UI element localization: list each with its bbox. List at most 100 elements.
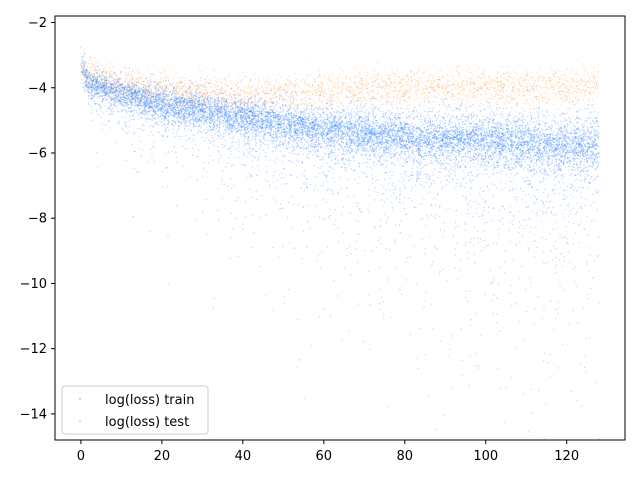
train-point bbox=[482, 115, 484, 117]
train-point bbox=[468, 290, 471, 293]
train-point bbox=[483, 139, 485, 141]
train-point bbox=[496, 153, 498, 156]
train-point bbox=[151, 114, 153, 117]
train-point bbox=[350, 142, 352, 144]
train-point bbox=[276, 158, 278, 160]
train-point bbox=[171, 109, 174, 112]
train-point bbox=[492, 312, 494, 315]
train-point bbox=[424, 354, 427, 356]
train-point bbox=[560, 156, 562, 158]
train-point bbox=[301, 119, 303, 122]
train-point bbox=[357, 261, 359, 264]
train-point bbox=[490, 165, 492, 168]
train-point bbox=[185, 124, 187, 127]
train-point bbox=[117, 101, 119, 103]
train-point bbox=[410, 174, 412, 176]
train-point bbox=[122, 129, 125, 131]
train-point bbox=[338, 138, 340, 140]
train-point bbox=[217, 149, 219, 152]
train-point bbox=[378, 142, 380, 144]
train-point bbox=[552, 132, 554, 134]
train-point bbox=[307, 139, 309, 141]
train-point bbox=[232, 228, 234, 230]
train-point bbox=[394, 185, 396, 187]
train-point bbox=[201, 136, 204, 138]
train-point bbox=[154, 124, 156, 126]
train-point bbox=[238, 144, 240, 146]
train-point bbox=[85, 80, 88, 83]
train-point bbox=[445, 209, 448, 211]
train-point bbox=[483, 119, 486, 121]
train-point bbox=[445, 157, 448, 159]
train-point bbox=[275, 145, 278, 147]
train-point bbox=[243, 137, 245, 140]
train-point bbox=[251, 114, 253, 117]
train-point bbox=[328, 144, 330, 147]
train-point bbox=[597, 235, 600, 238]
train-point bbox=[355, 151, 358, 153]
train-point bbox=[334, 115, 336, 118]
train-point bbox=[83, 83, 85, 85]
train-point bbox=[493, 184, 496, 186]
train-point bbox=[525, 194, 527, 196]
train-point bbox=[564, 125, 566, 128]
train-point bbox=[96, 77, 99, 79]
train-point bbox=[592, 193, 594, 196]
train-point bbox=[222, 125, 225, 128]
train-point bbox=[144, 117, 146, 120]
train-point bbox=[288, 105, 290, 107]
train-point bbox=[139, 102, 141, 104]
train-point bbox=[110, 98, 112, 100]
train-point bbox=[392, 182, 394, 184]
train-point bbox=[484, 163, 486, 166]
train-point bbox=[328, 128, 330, 130]
train-point bbox=[398, 198, 401, 200]
train-point bbox=[376, 136, 378, 139]
train-point bbox=[192, 140, 194, 142]
train-point bbox=[343, 110, 345, 113]
train-point bbox=[328, 139, 330, 141]
train-point bbox=[182, 100, 185, 102]
train-point bbox=[559, 146, 562, 148]
train-point bbox=[262, 142, 264, 145]
train-point bbox=[237, 114, 240, 116]
train-point bbox=[248, 110, 251, 112]
train-point bbox=[469, 147, 471, 149]
train-point bbox=[417, 161, 419, 163]
train-point bbox=[491, 111, 493, 113]
train-point bbox=[538, 158, 541, 160]
train-point bbox=[576, 167, 578, 169]
train-point bbox=[330, 132, 332, 135]
train-point bbox=[595, 131, 597, 133]
train-point bbox=[517, 144, 519, 147]
train-point bbox=[424, 149, 427, 151]
train-point bbox=[184, 148, 186, 150]
train-point bbox=[585, 338, 588, 340]
train-point bbox=[577, 132, 580, 134]
train-point bbox=[354, 201, 357, 204]
train-point bbox=[555, 164, 558, 166]
train-point bbox=[410, 136, 412, 138]
train-point bbox=[89, 85, 92, 88]
train-point bbox=[307, 153, 309, 155]
train-point bbox=[394, 154, 396, 156]
train-point bbox=[272, 150, 274, 153]
train-point bbox=[240, 80, 243, 83]
train-point bbox=[446, 149, 448, 152]
train-point bbox=[244, 143, 246, 145]
train-point bbox=[468, 129, 471, 131]
train-point bbox=[581, 187, 583, 189]
train-point bbox=[193, 109, 195, 111]
train-point bbox=[336, 141, 338, 143]
train-point bbox=[265, 152, 267, 154]
train-point bbox=[546, 172, 548, 175]
train-point bbox=[518, 163, 520, 165]
train-point bbox=[314, 89, 316, 91]
train-point bbox=[418, 118, 420, 120]
train-point bbox=[512, 130, 515, 132]
train-point bbox=[321, 251, 323, 254]
train-point bbox=[428, 186, 430, 188]
train-point bbox=[123, 96, 125, 98]
train-point bbox=[137, 113, 140, 115]
train-point bbox=[368, 122, 370, 124]
